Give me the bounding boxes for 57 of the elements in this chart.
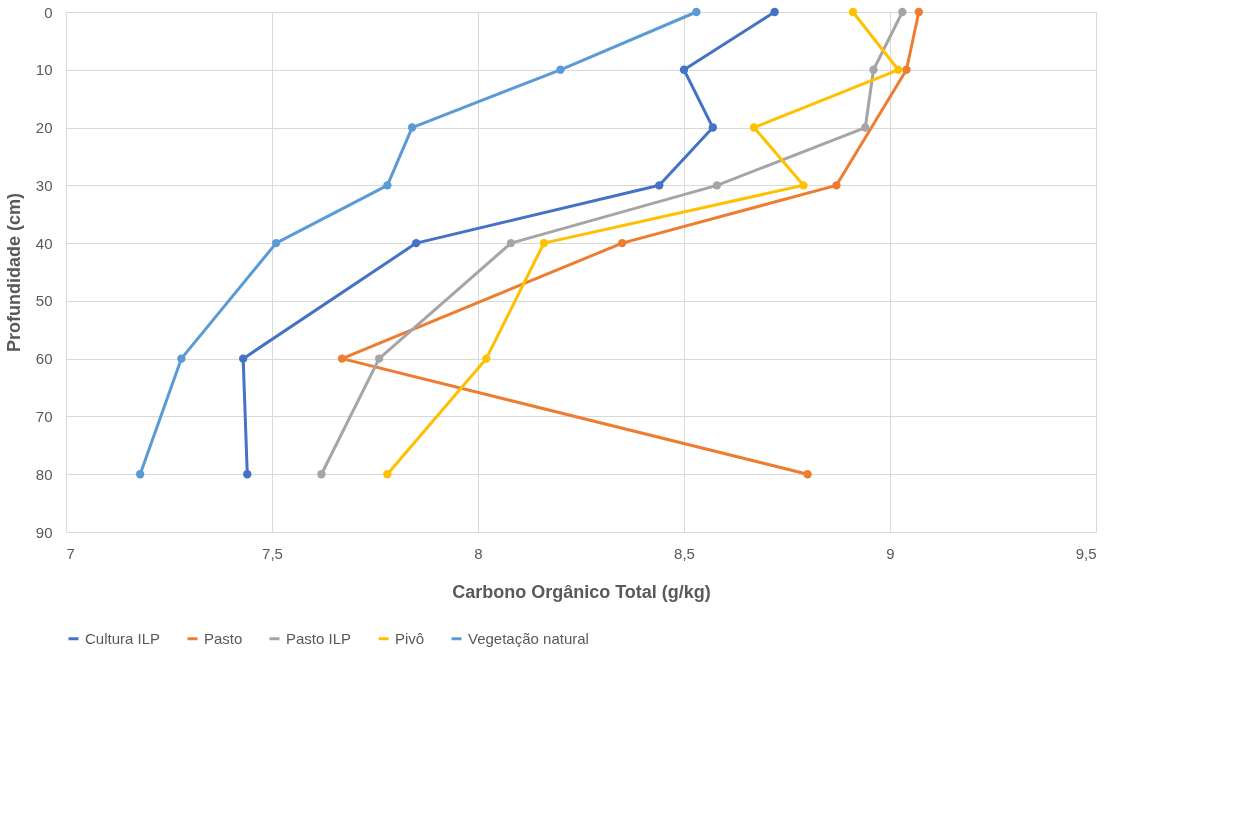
point <box>317 470 326 479</box>
legend-label: Pasto ILP <box>286 629 352 647</box>
point <box>848 7 858 17</box>
point <box>894 65 903 74</box>
point <box>556 65 565 74</box>
x-axis-title: Carbono Orgânico Total (g/kg) <box>452 581 711 602</box>
legend-label: Vegetação natural <box>468 629 589 647</box>
point <box>337 354 347 363</box>
x-tick-label: 8 <box>474 544 483 562</box>
point <box>383 470 392 479</box>
point <box>539 238 549 248</box>
y-tick-label: 50 <box>35 292 53 310</box>
point <box>135 470 145 479</box>
point <box>770 7 779 17</box>
point <box>832 181 841 190</box>
point <box>712 181 722 190</box>
x-tick-label: 8,5 <box>674 544 695 562</box>
point <box>869 65 878 74</box>
point <box>506 238 516 248</box>
point <box>799 181 808 190</box>
legend-label: Cultura ILP <box>85 629 161 647</box>
y-tick-label: 80 <box>35 465 53 483</box>
point <box>803 470 812 479</box>
y-tick-label: 30 <box>35 176 53 194</box>
point <box>861 123 870 132</box>
point <box>692 7 701 17</box>
point <box>271 238 281 248</box>
point <box>914 7 924 17</box>
point <box>383 181 392 190</box>
point <box>902 65 911 74</box>
legend-label: Pivô <box>395 629 425 647</box>
y-tick-label: 20 <box>35 119 53 137</box>
x-tick-label: 9,5 <box>1075 544 1097 562</box>
y-tick-label: 0 <box>44 3 53 21</box>
y-tick-label: 70 <box>35 407 53 425</box>
point <box>238 354 248 363</box>
point <box>749 123 759 132</box>
y-tick-label: 90 <box>35 523 53 541</box>
point <box>374 354 384 363</box>
point <box>243 470 252 479</box>
point <box>618 238 627 248</box>
point <box>412 238 421 248</box>
point <box>898 7 907 17</box>
x-tick-label: 9 <box>886 544 895 562</box>
point <box>482 354 491 363</box>
y-tick-label: 60 <box>35 350 53 368</box>
legend-label: Pasto <box>204 629 243 647</box>
y-tick-label: 40 <box>35 234 53 252</box>
point <box>177 354 186 363</box>
point <box>655 181 664 190</box>
point <box>679 65 689 74</box>
y-axis-title: Profundidade (cm) <box>3 192 24 353</box>
point <box>708 123 718 132</box>
y-tick-label: 10 <box>35 61 53 79</box>
x-tick-label: 7,5 <box>262 544 283 562</box>
x-tick-label: 7 <box>66 544 75 562</box>
point <box>407 123 417 132</box>
